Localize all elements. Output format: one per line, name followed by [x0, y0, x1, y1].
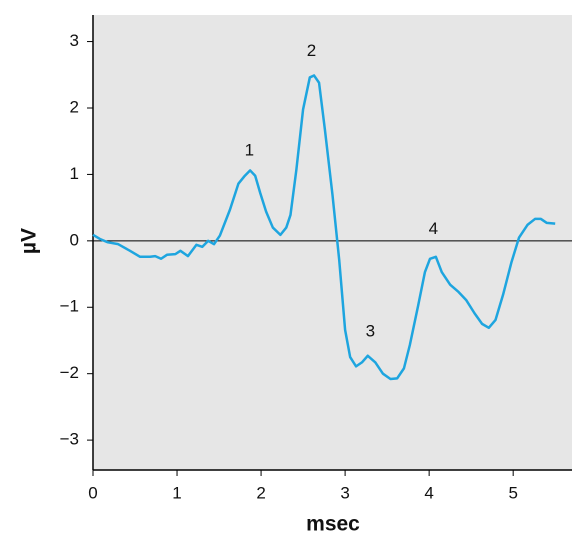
y-tick-label: 1	[70, 164, 79, 183]
x-axis-label: msec	[306, 513, 360, 536]
x-tick-label: 3	[340, 483, 349, 502]
y-tick-label: 3	[70, 31, 79, 50]
y-tick-label: −2	[60, 363, 79, 382]
y-tick-label: −3	[60, 430, 79, 449]
plot-background	[93, 15, 572, 470]
annotation: 1	[245, 141, 254, 160]
annotation: 2	[307, 41, 316, 60]
y-tick-label: 2	[70, 97, 79, 116]
x-tick-label: 4	[424, 483, 433, 502]
data-line	[92, 74, 556, 381]
y-tick-label: −1	[60, 297, 79, 316]
x-tick-label: 1	[172, 483, 181, 502]
x-tick-label: 0	[88, 483, 97, 502]
annotation: 4	[429, 219, 438, 238]
y-tick-label: 0	[70, 230, 79, 249]
x-tick-label: 5	[508, 483, 517, 502]
x-tick-label: 2	[256, 483, 265, 502]
annotation: 3	[366, 321, 375, 340]
y-axis-label: µV	[18, 228, 41, 254]
